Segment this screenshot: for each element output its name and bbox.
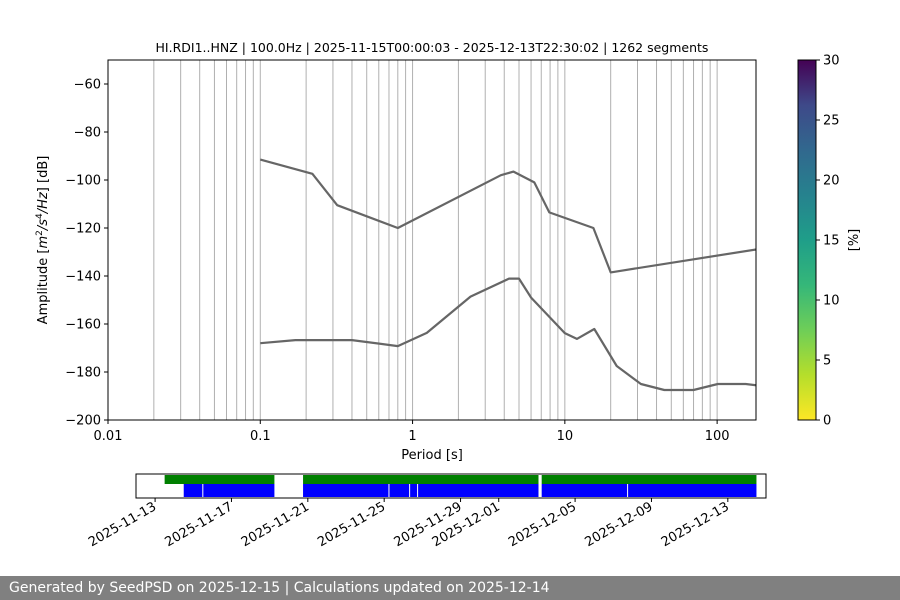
psd-coverage-bar	[541, 484, 757, 497]
timeline-bars	[164, 475, 757, 497]
x-tick-label: 100	[705, 429, 730, 444]
data-availability-bar	[303, 475, 539, 484]
colorbar-tick-label: 25	[823, 114, 840, 129]
psd-coverage-bar	[303, 484, 539, 497]
colorbar-tick-label: 20	[823, 174, 840, 189]
timeline-date-label: 2025-12-09	[583, 499, 656, 550]
y-tick-label: −80	[74, 126, 101, 141]
colorbar-tick-label: 0	[823, 414, 831, 429]
timeline-date-label: 2025-11-13	[86, 499, 159, 550]
x-axis-label: Period [s]	[401, 448, 463, 463]
y-tick-label: −140	[65, 270, 101, 285]
x-tick-label: 1	[408, 429, 416, 444]
timeline-date-label: 2025-11-21	[239, 499, 312, 550]
y-tick-label: −180	[65, 366, 101, 381]
colorbar-tick-label: 10	[823, 294, 840, 309]
low-noise-model-line	[260, 277, 756, 392]
psd-coverage-bar	[183, 484, 275, 497]
timeline-date-label: 2025-12-05	[506, 499, 579, 550]
timeline-date-ticks: 2025-11-13 2025-11-17 2025-11-21 2025-11-25…	[86, 498, 732, 550]
colorbar-tick-label: 5	[823, 354, 831, 369]
y-tick-label: −120	[65, 222, 101, 237]
colorbar-ticks: 0 5 10 15 20 25 30	[816, 54, 840, 429]
colorbar-label: [%]	[847, 229, 862, 252]
grid-lines	[107, 60, 718, 420]
data-availability-bar	[541, 475, 757, 484]
x-tick-label: 0.01	[94, 429, 123, 444]
footer-status: Generated by SeedPSD on 2025-12-15 | Cal…	[0, 576, 900, 600]
x-axis-ticks: 0.01 0.1 1 10 100	[94, 420, 730, 444]
y-axis-ticks: −200 −180 −160 −140 −120 −100 −80 −60	[65, 78, 108, 429]
y-tick-label: −160	[65, 318, 101, 333]
data-availability-bar	[164, 475, 275, 484]
timeline-date-label: 2025-12-13	[659, 499, 732, 550]
y-tick-label: −100	[65, 174, 101, 189]
colorbar-tick-label: 15	[823, 234, 840, 249]
timeline-date-label: 2025-11-17	[163, 499, 236, 550]
y-axis-label: Amplitude [m2/s4/Hz] [dB]	[35, 156, 51, 325]
colorbar-tick-label: 30	[823, 54, 840, 69]
high-noise-model-line	[260, 158, 756, 274]
x-tick-label: 10	[557, 429, 574, 444]
noise-models	[260, 158, 756, 392]
y-tick-label: −200	[65, 414, 101, 429]
x-tick-label: 0.1	[250, 429, 271, 444]
plot-frame	[107, 59, 757, 421]
colorbar-scale	[798, 60, 816, 420]
y-tick-label: −60	[74, 78, 101, 93]
timeline-date-label: 2025-11-25	[315, 499, 388, 550]
chart-title: HI.RDI1..HNZ | 100.0Hz | 2025-11-15T00:0…	[156, 40, 709, 55]
